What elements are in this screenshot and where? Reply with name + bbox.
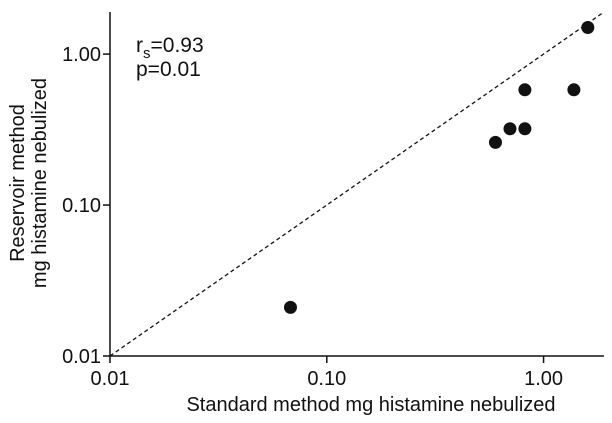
data-point	[283, 300, 297, 314]
identity-line	[109, 11, 605, 357]
y-axis-title-line2: mg histamine nebulized	[29, 78, 51, 288]
annotation-p: p=0.01	[136, 58, 201, 81]
data-points	[283, 20, 595, 314]
x-tick-label: 0.10	[307, 368, 346, 390]
data-point	[518, 122, 532, 136]
x-tick-label: 0.01	[91, 368, 130, 390]
data-point	[581, 20, 595, 34]
x-tick-label: 1.00	[524, 368, 563, 390]
data-point	[488, 135, 502, 149]
y-axis-title-line1: Reservoir method	[7, 104, 29, 262]
y-tick-label: 0.10	[62, 195, 101, 217]
data-point	[567, 83, 581, 97]
y-tick-label: 0.01	[62, 346, 101, 368]
y-tick-label: 1.00	[62, 44, 101, 66]
x-axis-title: Standard method mg histamine nebulized	[186, 394, 555, 416]
x-ticks: 0.01 0.10 1.00	[91, 356, 563, 390]
y-ticks: 0.01 0.10 1.00	[62, 44, 110, 368]
data-point	[518, 83, 532, 97]
annotation-r-value: =0.93	[151, 34, 204, 57]
annotation-r-sub: s	[143, 45, 151, 62]
annotation-r: r	[136, 34, 143, 57]
data-point	[503, 122, 517, 136]
annotation-rs: rs=0.93	[136, 34, 204, 62]
